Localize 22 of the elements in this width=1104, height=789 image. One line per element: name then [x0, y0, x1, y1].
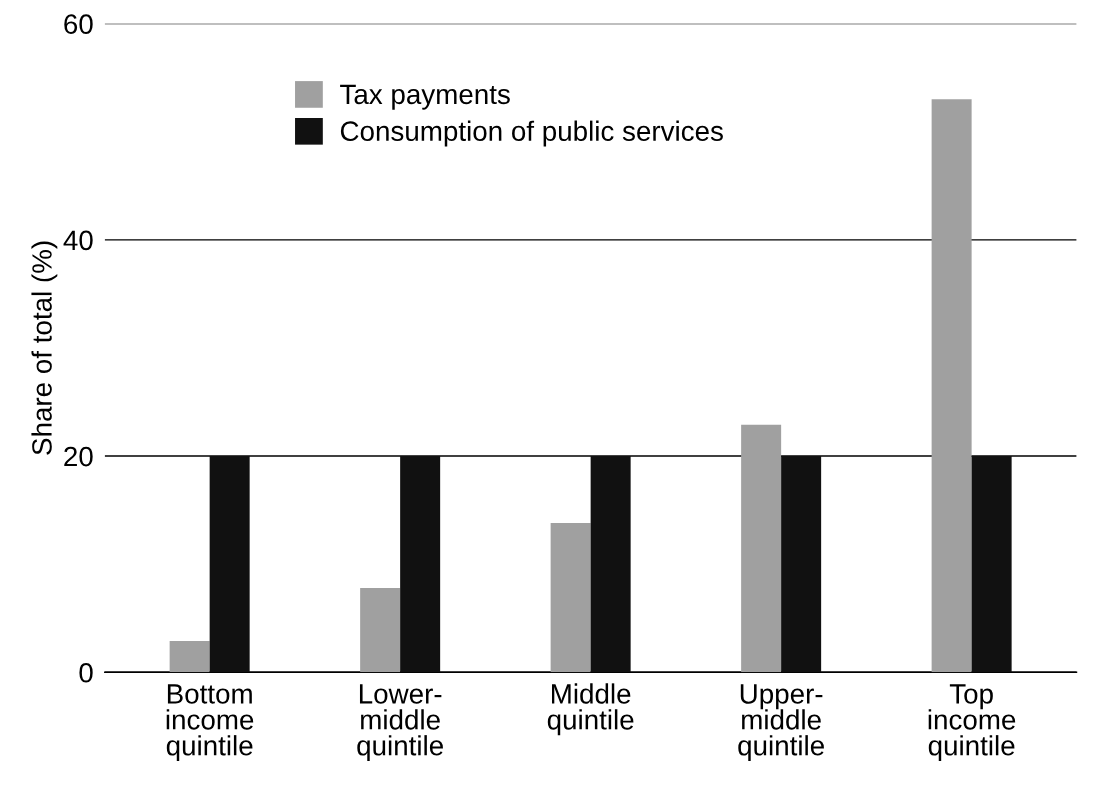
- legend-label: Tax payments: [340, 84, 510, 110]
- x-tick-label: Upper- middle quintile: [738, 684, 824, 762]
- bar: [590, 456, 631, 673]
- bar: [169, 640, 210, 673]
- y-tick-label: 60: [64, 14, 93, 35]
- bar: [209, 456, 250, 673]
- bar: [971, 456, 1012, 673]
- bar: [781, 456, 822, 673]
- bar: [931, 99, 972, 673]
- bar: [550, 523, 591, 673]
- bar: [400, 456, 441, 673]
- x-tick-label: Bottom income quintile: [166, 684, 254, 762]
- x-tick-label: Lower- middle quintile: [357, 684, 443, 762]
- y-tick-label: 0: [79, 662, 93, 683]
- x-tick-label: Top income quintile: [928, 684, 1016, 762]
- y-tick-label: 40: [63, 230, 93, 251]
- legend-label: Consumption of public services: [340, 120, 723, 147]
- x-tick-label: Middle quintile: [547, 683, 634, 736]
- bar: [360, 587, 401, 673]
- bar: [741, 424, 782, 673]
- y-tick-label: 20: [64, 446, 93, 467]
- y-axis-title: Share of total (%): [31, 241, 58, 455]
